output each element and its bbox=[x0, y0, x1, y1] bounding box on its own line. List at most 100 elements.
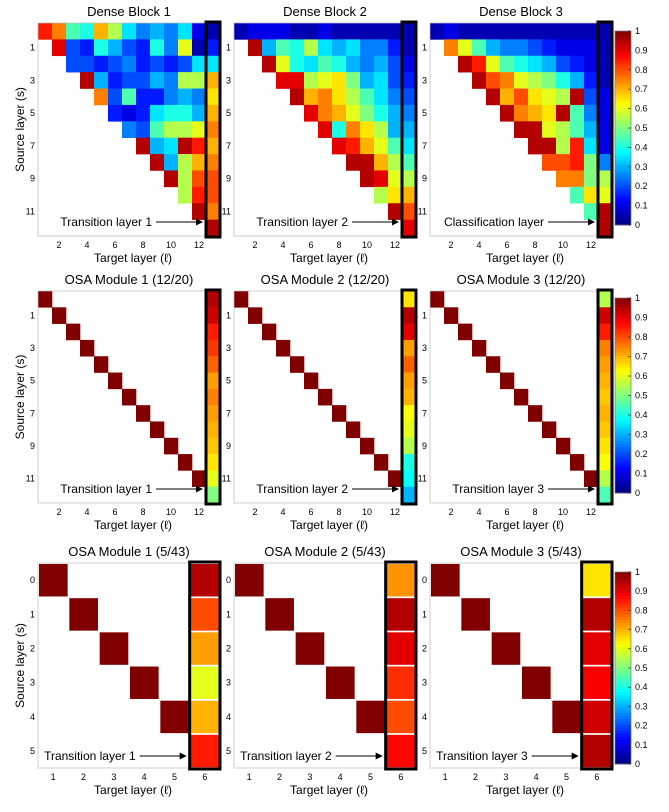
y-tick-label: 5 bbox=[30, 746, 35, 756]
highlight-cell bbox=[402, 437, 417, 455]
colorbar-segment bbox=[615, 459, 631, 463]
heatmap-cell bbox=[150, 137, 165, 155]
colorbar-segment bbox=[615, 103, 631, 108]
heatmap-cell bbox=[164, 55, 179, 73]
heatmap-cell bbox=[178, 186, 193, 204]
colorbar-tick-label: 0.5 bbox=[635, 391, 648, 401]
heatmap-cell bbox=[192, 154, 207, 171]
x-tick-label: 1 bbox=[51, 772, 56, 782]
colorbar-segment bbox=[615, 758, 631, 762]
highlight-cell bbox=[598, 486, 613, 504]
heatmap-cell bbox=[318, 72, 333, 89]
x-tick-label: 4 bbox=[84, 507, 89, 517]
y-tick-label: 11 bbox=[26, 206, 35, 216]
colorbar-segment bbox=[615, 707, 631, 711]
heatmap-cell bbox=[388, 137, 403, 155]
heatmap-cell bbox=[108, 104, 123, 122]
colorbar-segment bbox=[615, 647, 631, 651]
heatmap-cell bbox=[80, 55, 95, 73]
y-tick-label: 1 bbox=[30, 310, 35, 320]
colorbar-segment bbox=[615, 371, 631, 375]
highlight-cell bbox=[402, 405, 417, 422]
heatmap-cell bbox=[332, 23, 347, 40]
colorbar-segment bbox=[615, 422, 631, 427]
heatmap-cell bbox=[374, 23, 389, 40]
heatmap-cell bbox=[346, 72, 361, 89]
x-tick-label: 2 bbox=[252, 507, 257, 517]
colorbar-segment bbox=[615, 331, 631, 335]
colorbar-segment bbox=[615, 131, 631, 135]
colorbar-segment bbox=[615, 635, 631, 639]
heatmap-cell bbox=[486, 72, 501, 89]
colorbar-segment bbox=[615, 194, 631, 199]
heatmap-cell bbox=[374, 39, 389, 57]
colorbar-segment bbox=[615, 325, 631, 329]
heatmap-cell bbox=[360, 170, 375, 188]
highlight-cell bbox=[206, 186, 221, 204]
heatmap-cell bbox=[556, 437, 571, 455]
heatmap-cell bbox=[461, 598, 490, 631]
heatmap-cell bbox=[374, 104, 389, 122]
heatmap-cell bbox=[500, 372, 515, 390]
highlight-cell bbox=[386, 666, 416, 699]
y-axis-label: Source layer (s) bbox=[13, 355, 27, 440]
colorbar-segment bbox=[615, 644, 631, 648]
y-tick-label: 7 bbox=[226, 141, 231, 151]
highlight-cell bbox=[598, 170, 613, 188]
colorbar-segment bbox=[615, 94, 631, 99]
heatmap-cell bbox=[164, 154, 179, 171]
heatmap-cell bbox=[178, 154, 193, 171]
colorbar-segment bbox=[615, 444, 631, 448]
heatmap-cell bbox=[346, 55, 361, 73]
heatmap-cell bbox=[178, 104, 193, 122]
colorbar-segment bbox=[615, 70, 631, 74]
heatmap-cell bbox=[388, 39, 403, 57]
highlight-cell bbox=[598, 121, 613, 138]
y-tick-label: 11 bbox=[418, 474, 427, 484]
y-axis-label: Source layer (s) bbox=[13, 623, 27, 708]
colorbar-segment bbox=[615, 575, 631, 579]
colorbar-segment bbox=[615, 668, 631, 672]
heatmap-cell bbox=[332, 121, 347, 138]
heatmap-cell bbox=[108, 23, 123, 40]
colorbar-segment bbox=[615, 164, 631, 168]
heatmap-cell bbox=[528, 405, 543, 422]
highlight-cell bbox=[402, 154, 417, 171]
y-tick-label: 7 bbox=[422, 408, 427, 418]
y-tick-label: 3 bbox=[226, 75, 231, 85]
heatmap-cell bbox=[94, 39, 109, 57]
colorbar-segment bbox=[615, 346, 631, 351]
heatmap-cell bbox=[318, 388, 333, 406]
highlight-cell bbox=[598, 356, 613, 373]
heatmap-cell bbox=[388, 55, 403, 73]
y-tick-label: 5 bbox=[226, 746, 231, 756]
colorbar-segment bbox=[615, 465, 631, 470]
heatmap-cell bbox=[514, 388, 529, 406]
heatmap-cell bbox=[556, 104, 571, 122]
colorbar-segment bbox=[615, 407, 631, 412]
heatmap-cell bbox=[584, 72, 599, 89]
heatmap-panel-3: Dense Block 3 2 4 6 8 10 12 1 3 5 7 9 11 Target layer… bbox=[418, 4, 614, 265]
heatmap-cell bbox=[584, 137, 599, 155]
heatmap-cell bbox=[570, 137, 585, 155]
heatmap-cell bbox=[444, 23, 459, 40]
colorbar-tick-label: 0.4 bbox=[635, 142, 648, 152]
x-tick-label: 8 bbox=[336, 240, 341, 250]
highlight-cell bbox=[598, 454, 613, 471]
heatmap-cell bbox=[80, 39, 95, 57]
colorbar-tick-label: 0.3 bbox=[635, 701, 648, 711]
x-tick-label: 8 bbox=[532, 240, 537, 250]
x-tick-label: 8 bbox=[336, 507, 341, 517]
colorbar-segment bbox=[615, 468, 631, 473]
highlight-cell bbox=[598, 470, 613, 487]
annotation-arrowhead bbox=[588, 485, 595, 493]
heatmap-cell bbox=[150, 72, 165, 89]
highlight-cell bbox=[582, 700, 612, 734]
colorbar-tick-label: 0.8 bbox=[635, 332, 648, 342]
colorbar-segment bbox=[615, 581, 631, 585]
highlight-cell bbox=[598, 55, 613, 73]
y-tick-label: 11 bbox=[222, 206, 231, 216]
heatmap-cell bbox=[500, 55, 515, 73]
